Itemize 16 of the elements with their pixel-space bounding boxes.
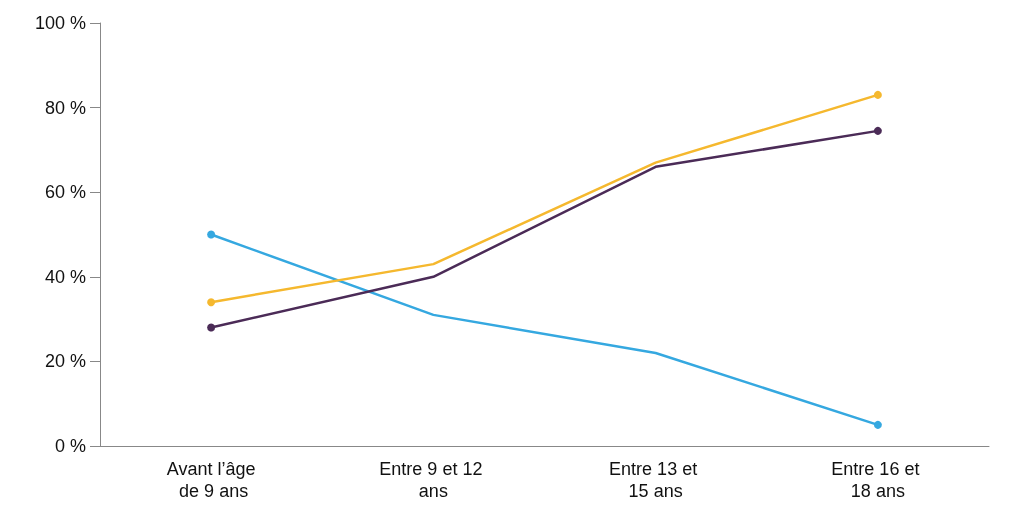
y-tick-label: 100 % [34,13,86,33]
point [207,230,216,239]
x-tick-label: Entre 9 et 12 ans [379,459,488,501]
x-tick-label: Avant l’âge de 9 ans [166,459,256,501]
point [873,126,882,135]
point [207,323,216,332]
y-tick-label: 20 % [44,351,86,372]
y-tick-label: 0 % [54,436,86,456]
point [873,90,882,99]
y-tick-label: 40 % [44,266,86,287]
x-tick-label: Entre 13 et 15 ans [609,459,703,501]
point [873,420,882,429]
y-tick-label: 60 % [44,182,86,203]
y-tick-label: 80 % [44,97,86,118]
x-tick-label: Entre 16 et 18 ans [831,459,925,501]
point [207,298,216,307]
